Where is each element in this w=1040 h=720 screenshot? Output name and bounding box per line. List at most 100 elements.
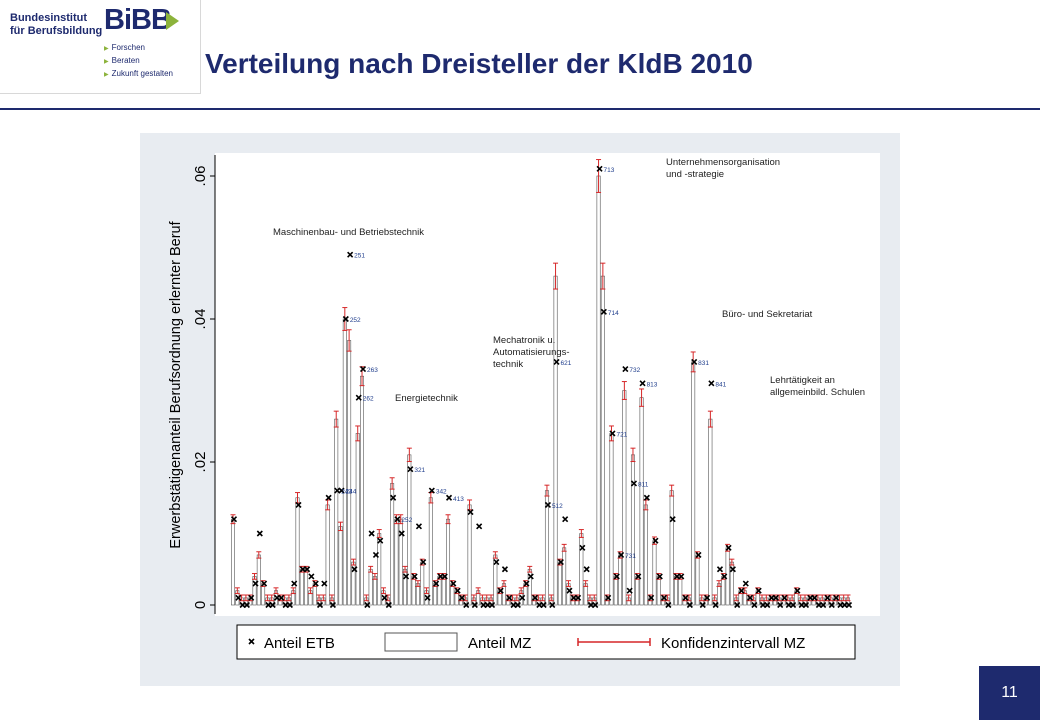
ci-errorbar xyxy=(484,594,490,602)
etb-marker xyxy=(454,587,461,594)
ci-errorbar xyxy=(729,558,735,566)
etb-marker xyxy=(622,365,629,373)
etb-marker xyxy=(794,587,801,594)
etb-marker xyxy=(458,594,466,601)
ci-errorbar xyxy=(492,551,498,559)
point-label: 732 xyxy=(629,367,640,374)
legend-mz-label: Anteil MZ xyxy=(468,635,531,652)
etb-marker xyxy=(291,580,298,587)
logo-nav-item: Beraten xyxy=(104,55,173,68)
etb-marker xyxy=(764,601,771,609)
etb-marker xyxy=(402,573,410,580)
ci-errorbar xyxy=(329,594,335,602)
point-label: 263 xyxy=(367,367,378,374)
etb-marker xyxy=(656,573,663,580)
annotation-label: Energietechnik xyxy=(395,393,458,404)
ci-errorbar xyxy=(389,477,395,490)
etb-marker xyxy=(833,594,840,601)
etb-marker xyxy=(574,594,582,601)
ci-errorbar xyxy=(699,594,705,602)
etb-marker xyxy=(686,601,693,609)
etb-marker xyxy=(544,501,552,508)
etb-marker xyxy=(820,601,827,609)
ci-errorbar xyxy=(372,573,378,580)
etb-marker xyxy=(699,601,706,609)
legend-mz-swatch xyxy=(384,632,458,652)
point-label: 243 xyxy=(341,489,352,496)
ci-errorbar xyxy=(686,594,692,602)
etb-marker xyxy=(738,587,745,594)
etb-marker xyxy=(235,594,242,601)
point-label: 252 xyxy=(401,517,412,524)
ci-errorbar xyxy=(462,594,468,602)
ci-errorbar xyxy=(561,543,567,552)
etb-marker xyxy=(411,573,418,580)
logo-line-2: für Berufsbildung xyxy=(10,25,103,37)
etb-marker xyxy=(377,537,384,544)
etb-marker xyxy=(471,601,478,609)
ci-errorbar xyxy=(286,594,292,602)
etb-marker xyxy=(420,559,427,566)
etb-marker xyxy=(635,573,642,580)
point-label: 244 xyxy=(346,489,357,496)
etb-marker xyxy=(248,594,255,601)
ci-errorbar xyxy=(320,594,326,602)
ci-errorbar xyxy=(776,594,782,602)
y-tick-label: .06 xyxy=(192,166,209,187)
etb-marker xyxy=(553,358,560,365)
ci-errorbar xyxy=(269,594,275,602)
page-number: 11 xyxy=(979,666,1040,720)
etb-marker xyxy=(308,573,315,580)
ci-errorbar xyxy=(836,594,842,602)
etb-marker xyxy=(729,566,736,573)
etb-marker xyxy=(316,601,324,609)
ci-errorbar xyxy=(415,580,421,587)
ci-errorbar xyxy=(363,594,369,602)
point-label: 841 xyxy=(715,381,726,388)
etb-marker xyxy=(678,573,685,580)
etb-marker xyxy=(278,594,285,601)
legend-ci-label: Konfidenzintervall MZ xyxy=(661,635,805,652)
annotation-label: Unternehmensorganisation und -strategie xyxy=(666,157,780,180)
logo-brand: BiBB xyxy=(104,4,172,36)
point-label: 512 xyxy=(552,503,563,510)
ci-errorbar xyxy=(841,594,847,602)
ci-errorbar xyxy=(333,410,339,428)
ci-errorbar xyxy=(398,514,404,525)
ci-errorbar xyxy=(591,594,597,602)
etb-marker xyxy=(243,601,250,609)
etb-marker xyxy=(441,573,448,580)
ci-errorbar xyxy=(518,587,524,595)
ci-errorbar xyxy=(252,573,258,580)
point-label: 252 xyxy=(350,317,361,324)
etb-marker xyxy=(742,580,749,587)
etb-marker xyxy=(428,487,435,494)
etb-marker xyxy=(613,573,620,580)
point-label: 713 xyxy=(604,167,615,174)
ci-errorbar xyxy=(540,594,546,602)
point-label: 811 xyxy=(638,481,649,488)
ci-errorbar xyxy=(669,484,675,497)
ci-errorbar xyxy=(488,594,494,602)
ci-errorbar xyxy=(316,594,322,602)
etb-marker xyxy=(824,594,831,601)
ci-errorbar xyxy=(548,594,554,602)
ci-errorbar xyxy=(639,388,645,407)
etb-marker xyxy=(256,530,263,537)
ci-errorbar xyxy=(368,565,374,573)
etb-marker xyxy=(338,487,345,494)
etb-marker xyxy=(549,601,556,609)
ci-errorbar xyxy=(712,594,718,602)
etb-marker xyxy=(630,480,638,487)
ci-errorbar xyxy=(514,594,520,602)
ci-errorbar xyxy=(596,159,602,193)
etb-marker xyxy=(845,601,853,609)
etb-marker xyxy=(531,594,539,601)
ci-errorbar xyxy=(338,521,344,532)
etb-marker xyxy=(493,559,500,566)
ci-errorbar xyxy=(789,594,795,602)
legend-etb-label: Anteil ETB xyxy=(264,635,335,652)
etb-marker xyxy=(476,523,483,530)
etb-marker xyxy=(269,601,276,609)
ci-errorbar xyxy=(578,529,584,538)
